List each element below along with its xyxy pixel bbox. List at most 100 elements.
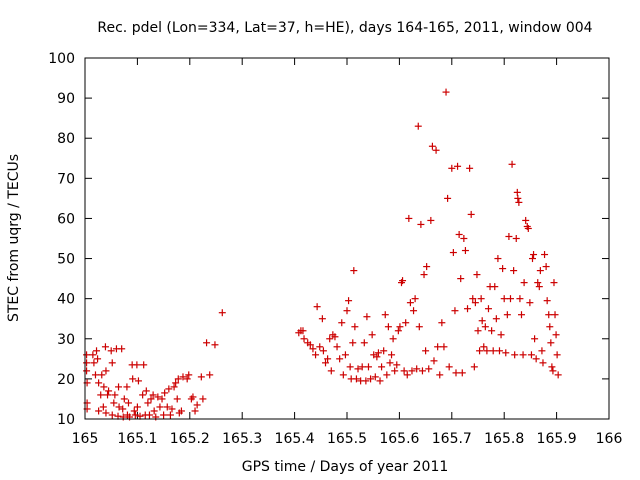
data-point: [430, 357, 438, 365]
data-point: [98, 371, 106, 379]
data-point: [161, 389, 169, 397]
x-tick-label: 165.7: [432, 431, 472, 447]
data-points: [83, 88, 562, 421]
data-point: [530, 251, 538, 259]
data-point: [90, 359, 98, 367]
data-point: [133, 403, 141, 411]
data-point: [473, 271, 481, 279]
data-point: [174, 375, 182, 383]
data-point: [497, 331, 505, 339]
data-point: [448, 164, 456, 172]
x-tick-label: 165.2: [170, 431, 210, 447]
data-point: [432, 146, 440, 154]
data-point: [549, 367, 557, 375]
data-point: [339, 371, 347, 379]
data-point: [442, 88, 450, 96]
data-point: [546, 323, 554, 331]
data-point: [461, 247, 469, 255]
y-tick-label: 10: [57, 412, 75, 428]
data-point: [469, 295, 477, 303]
data-point: [95, 407, 103, 415]
data-point: [94, 355, 102, 363]
data-point: [115, 403, 123, 411]
data-point: [502, 349, 510, 357]
y-tick-label: 50: [57, 252, 75, 268]
data-point: [492, 315, 500, 323]
data-point: [464, 305, 472, 313]
data-point: [515, 198, 523, 206]
data-point: [150, 407, 158, 415]
data-point: [154, 393, 162, 401]
data-point: [358, 363, 366, 371]
data-point: [124, 399, 132, 407]
data-point: [440, 343, 448, 351]
data-point: [405, 214, 413, 222]
axis-tick-labels: 165 165.1 165.2 165.3 165.4 165.5 165.6 165.7 16…: [48, 51, 622, 447]
data-point: [406, 299, 414, 307]
data-point: [341, 351, 349, 359]
data-point: [173, 395, 181, 403]
data-point: [312, 351, 320, 359]
data-point: [134, 377, 142, 385]
data-point: [483, 347, 491, 355]
y-tick-label: 60: [57, 211, 75, 227]
data-point: [123, 383, 131, 391]
data-point: [543, 297, 551, 305]
data-point: [183, 375, 191, 383]
data-point: [388, 351, 396, 359]
data-point: [119, 405, 127, 413]
data-point: [163, 403, 171, 411]
data-point: [511, 351, 519, 359]
data-point: [422, 347, 430, 355]
data-point: [110, 399, 118, 407]
data-point: [108, 411, 116, 419]
data-point: [408, 367, 416, 375]
data-point: [503, 311, 511, 319]
data-point: [99, 403, 107, 411]
x-tick-label: 165.3: [222, 431, 262, 447]
data-point: [427, 216, 435, 224]
data-point: [394, 327, 402, 335]
data-point: [510, 267, 518, 275]
data-point: [512, 235, 520, 242]
data-point: [389, 335, 397, 343]
data-point: [383, 371, 391, 379]
data-point: [403, 371, 411, 379]
data-point: [534, 279, 542, 287]
data-point: [309, 345, 317, 353]
data-point: [142, 387, 150, 395]
data-point: [199, 395, 207, 403]
data-point: [299, 327, 307, 335]
data-point: [476, 347, 484, 355]
data-point: [505, 232, 513, 240]
data-point: [400, 367, 408, 375]
data-point: [499, 265, 507, 273]
data-point: [467, 210, 475, 218]
data-point: [410, 307, 418, 315]
data-point: [363, 313, 371, 321]
y-tick-label: 90: [57, 91, 75, 107]
data-point: [517, 311, 525, 319]
data-point: [193, 401, 201, 409]
data-point: [414, 122, 422, 130]
y-tick-label: 30: [57, 332, 75, 348]
data-point: [108, 359, 116, 367]
data-point: [522, 216, 530, 224]
data-point: [177, 407, 185, 415]
data-point: [553, 351, 561, 359]
data-point: [97, 391, 105, 399]
data-point: [386, 359, 394, 367]
data-point: [145, 411, 153, 419]
data-point: [454, 162, 462, 170]
data-point: [168, 405, 176, 413]
data-point: [536, 267, 544, 275]
data-point: [384, 323, 392, 331]
data-point: [189, 393, 197, 401]
data-point: [452, 369, 460, 377]
data-point: [418, 367, 426, 375]
data-point: [514, 194, 522, 202]
data-point: [218, 309, 226, 317]
data-point: [331, 333, 339, 341]
data-point: [474, 327, 482, 335]
